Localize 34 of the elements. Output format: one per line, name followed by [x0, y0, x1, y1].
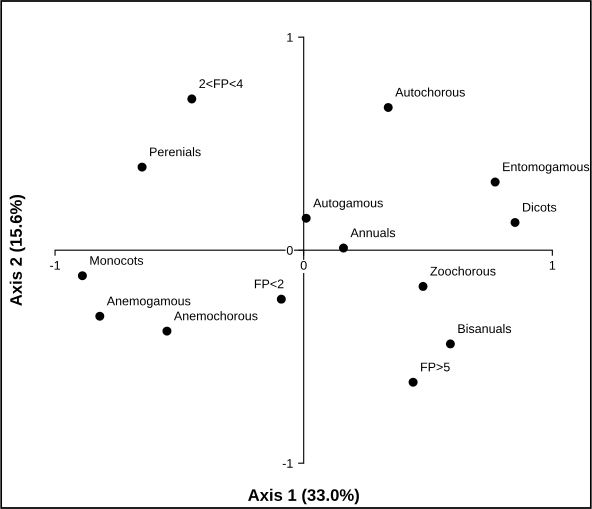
point [95, 312, 104, 321]
annotation: 2<FP<4 [199, 79, 243, 88]
x-tick-label: 1 [550, 261, 556, 270]
point [78, 271, 87, 280]
x-tick-label: 0 [300, 260, 307, 270]
point [276, 294, 286, 304]
annotation: FP>5 [421, 362, 450, 372]
annotation: Annuals [350, 228, 396, 238]
annotation: Autochorous [395, 87, 465, 97]
annotation: Entomogamous [503, 162, 590, 174]
annotation: Anemogamous [106, 296, 190, 308]
y-tick-label: 0 [286, 246, 293, 255]
x-axis-title: Axis 1 (33.0%) [248, 488, 359, 504]
point [162, 326, 172, 336]
point [384, 102, 393, 112]
y-tick-label: -1 [282, 459, 293, 468]
annotation: Bisanuals [458, 324, 512, 334]
y-axis-title: Axis 2 (15.6%) [10, 194, 26, 306]
y-tick-label: 1 [287, 33, 293, 42]
annotation: Monocots [90, 256, 144, 265]
x-tick-label: -1 [50, 261, 60, 270]
point [138, 162, 147, 172]
annotation: Dicots [523, 202, 556, 212]
point [187, 94, 196, 104]
annotation: Perenials [150, 147, 201, 156]
annotation: Anemochorous [174, 311, 258, 320]
point [510, 218, 520, 227]
annotation: FP<2 [254, 280, 284, 288]
annotation: Autogamous [313, 198, 383, 210]
point [418, 282, 428, 291]
point [408, 378, 418, 387]
point [490, 177, 500, 187]
annotation: Zoochorous [430, 266, 496, 276]
point [446, 339, 455, 348]
